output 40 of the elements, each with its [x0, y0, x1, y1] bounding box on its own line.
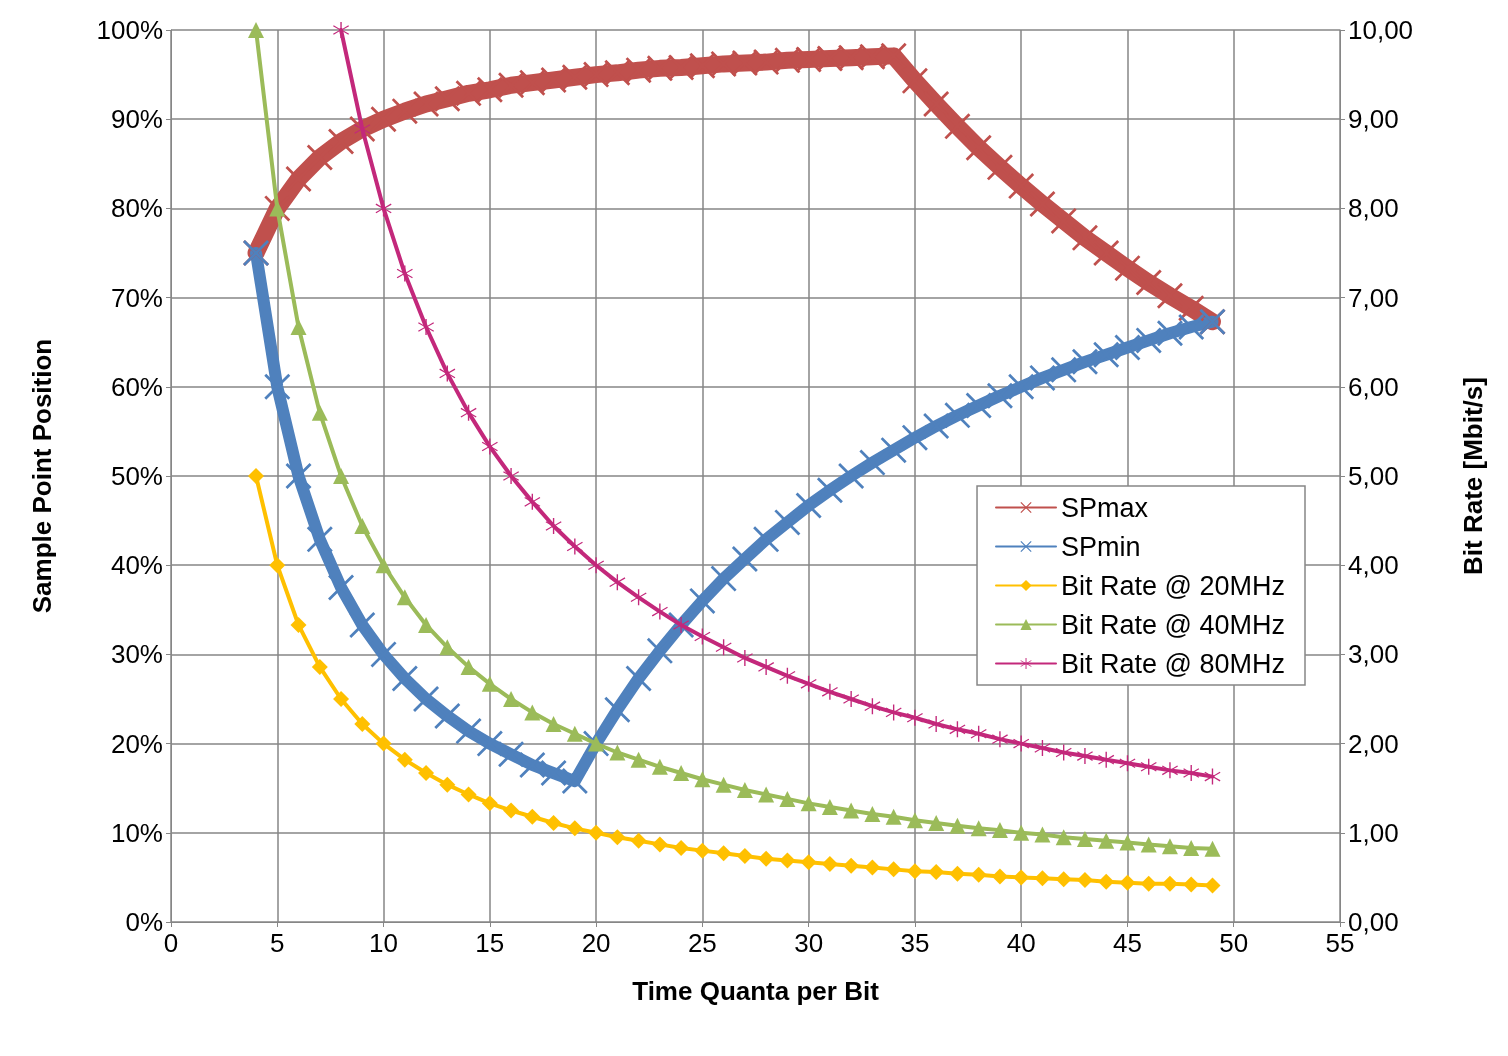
y-tick-label: 50% [110, 461, 163, 491]
x-tick-label: 45 [1112, 928, 1142, 958]
y-tick-label: 20% [110, 728, 163, 759]
y2-tick-label: 8,00 [1348, 193, 1399, 224]
x-tick-label: 10 [369, 928, 399, 958]
y2-tick-label: 10,00 [1348, 15, 1414, 45]
y-tick-label: 0% [125, 907, 163, 937]
legend-label: Bit Rate @ 80MHz [1061, 648, 1286, 679]
legend-label: SPmax [1061, 492, 1149, 523]
x-axis-title: Time Quanta per Bit [632, 976, 880, 1006]
x-tick-label: 0 [163, 928, 179, 958]
x-tick-label: 40 [1006, 928, 1036, 958]
y-tick-label: 90% [110, 104, 163, 135]
legend-label: Bit Rate @ 40MHz [1061, 609, 1286, 640]
y2-tick-label: 6,00 [1348, 371, 1399, 402]
legend-label: Bit Rate @ 20MHz [1061, 570, 1286, 601]
y-tick-label: 70% [110, 282, 163, 313]
y2-tick-label: 9,00 [1348, 104, 1399, 135]
x-tick-label: 30 [794, 928, 824, 958]
x-tick-label: 50 [1219, 928, 1249, 958]
legend-label: SPmin [1061, 531, 1141, 562]
x-tick-label: 20 [581, 928, 611, 958]
y2-axis-title: Bit Rate [Mbit/s] [1458, 377, 1488, 575]
y-tick-label: 40% [110, 550, 163, 581]
x-tick-label: 15 [475, 928, 505, 958]
y2-tick-label: 7,00 [1348, 282, 1399, 313]
y-tick-label: 10% [110, 817, 163, 848]
y2-tick-label: 1,00 [1348, 817, 1399, 848]
y-tick-label: 30% [110, 639, 163, 670]
y2-tick-label: 3,00 [1348, 639, 1399, 670]
y-tick-label: 80% [110, 193, 163, 224]
y2-tick-label: 5,00 [1348, 461, 1399, 491]
y2-tick-label: 2,00 [1348, 728, 1399, 759]
x-tick-label: 5 [270, 928, 285, 958]
y-tick-label: 60% [110, 371, 163, 402]
y-tick-label: 100% [96, 15, 163, 45]
y2-tick-label: 4,00 [1348, 550, 1399, 581]
x-tick-label: 35 [900, 928, 930, 958]
x-tick-label: 25 [687, 928, 717, 958]
y-axis-title: Sample Point Position [27, 338, 57, 614]
